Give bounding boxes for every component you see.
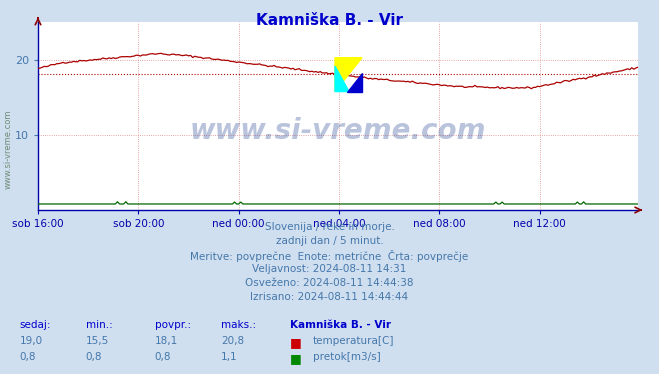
Text: Osveženo: 2024-08-11 14:44:38: Osveženo: 2024-08-11 14:44:38 [245,278,414,288]
Text: Meritve: povprečne  Enote: metrične  Črta: povprečje: Meritve: povprečne Enote: metrične Črta:… [190,250,469,262]
Text: 0,8: 0,8 [155,352,171,362]
Text: 0,8: 0,8 [86,352,102,362]
Polygon shape [335,58,362,92]
Text: Slovenija / reke in morje.: Slovenija / reke in morje. [264,222,395,232]
Text: Kamniška B. - Vir: Kamniška B. - Vir [290,320,391,330]
Polygon shape [335,66,349,92]
Text: 20,8: 20,8 [221,336,244,346]
Text: ■: ■ [290,352,302,365]
Text: min.:: min.: [86,320,113,330]
Text: Veljavnost: 2024-08-11 14:31: Veljavnost: 2024-08-11 14:31 [252,264,407,274]
Text: zadnji dan / 5 minut.: zadnji dan / 5 minut. [275,236,384,246]
Text: www.si-vreme.com: www.si-vreme.com [4,110,13,189]
Text: www.si-vreme.com: www.si-vreme.com [190,117,486,145]
Text: ■: ■ [290,336,302,349]
Text: Izrisano: 2024-08-11 14:44:44: Izrisano: 2024-08-11 14:44:44 [250,292,409,302]
Text: 19,0: 19,0 [20,336,43,346]
Text: 18,1: 18,1 [155,336,178,346]
Text: temperatura[C]: temperatura[C] [313,336,395,346]
Polygon shape [347,73,362,92]
Text: Kamniška B. - Vir: Kamniška B. - Vir [256,13,403,28]
Text: 0,8: 0,8 [20,352,36,362]
Text: pretok[m3/s]: pretok[m3/s] [313,352,381,362]
Text: sedaj:: sedaj: [20,320,51,330]
Text: maks.:: maks.: [221,320,256,330]
Text: 1,1: 1,1 [221,352,237,362]
Text: povpr.:: povpr.: [155,320,191,330]
Text: 15,5: 15,5 [86,336,109,346]
